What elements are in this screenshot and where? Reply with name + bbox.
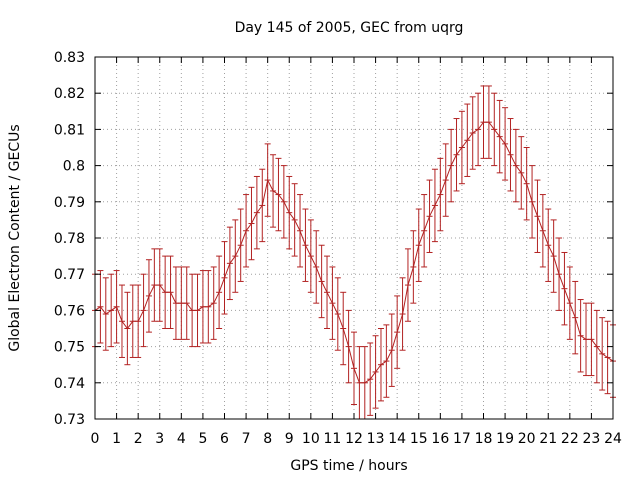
x-tick-label: 1	[112, 431, 121, 447]
y-tick-label: 0.75	[54, 340, 85, 356]
x-axis-label: GPS time / hours	[290, 458, 407, 474]
x-tick-label: 16	[431, 431, 449, 447]
x-tick-label: 24	[604, 431, 622, 447]
x-tick-label: 17	[453, 431, 471, 447]
x-tick-label: 18	[475, 431, 493, 447]
y-tick-label: 0.82	[54, 86, 85, 102]
x-tick-label: 5	[198, 431, 207, 447]
x-tick-label: 20	[518, 431, 536, 447]
x-tick-label: 7	[242, 431, 251, 447]
y-tick-label: 0.83	[54, 50, 85, 66]
x-tick-label: 15	[410, 431, 428, 447]
y-tick-label: 0.73	[54, 412, 85, 428]
x-tick-label: 14	[388, 431, 406, 447]
x-tick-label: 3	[155, 431, 164, 447]
x-tick-label: 0	[91, 431, 100, 447]
x-tick-label: 19	[496, 431, 514, 447]
x-tick-label: 12	[345, 431, 363, 447]
x-tick-label: 22	[561, 431, 579, 447]
x-tick-labels: 0 1 2 3 4 5 6 7 8 9 10 11 12 13 14 15 16 17 18 19 20 21 22 23 24	[91, 431, 622, 447]
x-tick-label: 11	[324, 431, 342, 447]
y-tick-label: 0.8	[63, 159, 85, 175]
x-tick-label: 13	[367, 431, 385, 447]
x-tick-label: 9	[285, 431, 294, 447]
y-tick-label: 0.74	[54, 376, 85, 392]
chart-title: Day 145 of 2005, GEC from uqrg	[235, 20, 464, 36]
x-tick-label: 6	[220, 431, 229, 447]
series-line	[94, 121, 614, 384]
x-tick-label: 23	[583, 431, 601, 447]
x-tick-label: 21	[539, 431, 557, 447]
y-axis-label: Global Electron Content / GECUs	[7, 124, 23, 351]
x-tick-label: 4	[177, 431, 186, 447]
y-tick-label: 0.77	[54, 267, 85, 283]
y-tick-labels: 0.73 0.74 0.75 0.76 0.77 0.78 0.79 0.8 0.81 0.82 0…	[54, 50, 85, 428]
data-line	[94, 121, 614, 384]
y-tick-label: 0.79	[54, 195, 85, 211]
axis-ticks	[94, 56, 614, 420]
x-tick-label: 8	[263, 431, 272, 447]
y-tick-label: 0.78	[54, 231, 85, 247]
y-tick-label: 0.76	[54, 303, 85, 319]
x-tick-label: 10	[302, 431, 320, 447]
y-tick-label: 0.81	[54, 122, 85, 138]
x-tick-label: 2	[134, 431, 143, 447]
